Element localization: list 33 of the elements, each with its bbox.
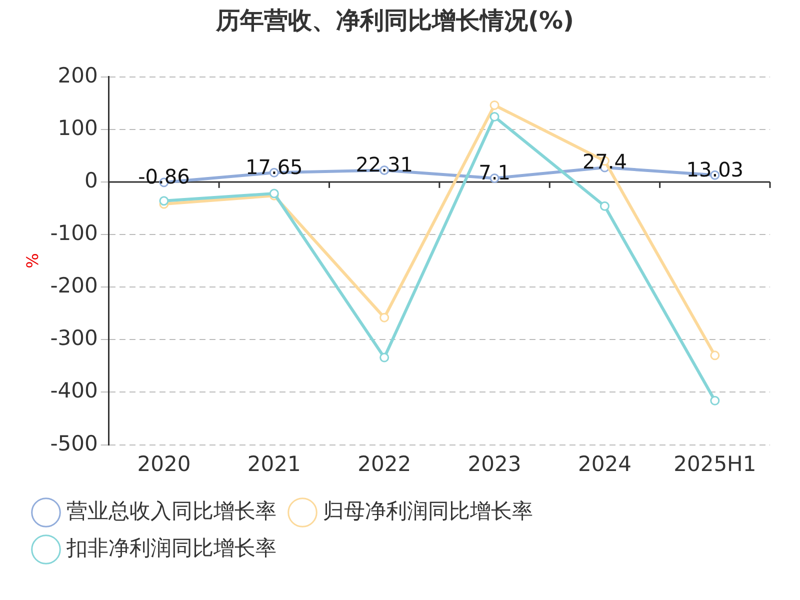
point xyxy=(710,396,720,406)
data-label: 22.31 xyxy=(356,152,413,176)
point xyxy=(710,350,720,360)
y-tick-label: 200 xyxy=(58,63,98,88)
data-label: 13.03 xyxy=(686,157,744,182)
x-tick-label: 2022 xyxy=(358,452,412,476)
y-axis-title: % xyxy=(22,253,42,268)
data-label: 17.65 xyxy=(246,154,303,179)
y-tick-label: -500 xyxy=(50,431,98,456)
point xyxy=(159,196,169,206)
y-tick-label: 0 xyxy=(84,168,98,192)
x-tick-label: 2023 xyxy=(468,452,522,476)
legend-label: 归母净利润同比增长率 xyxy=(323,498,533,523)
point xyxy=(380,312,390,322)
y-tick-label: -300 xyxy=(50,326,98,350)
point xyxy=(490,100,500,110)
data-label: 7.1 xyxy=(478,160,510,184)
x-tick-label: 2024 xyxy=(578,452,632,476)
data-label: -0.86 xyxy=(138,164,190,189)
y-tick-label: 100 xyxy=(58,116,98,140)
x-tick-label: 2025H1 xyxy=(674,452,756,476)
x-tick-label: 2021 xyxy=(247,452,301,476)
point xyxy=(490,112,500,122)
legend-label: 扣非净利润同比增长率 xyxy=(66,536,276,560)
data-label: 27.4 xyxy=(582,150,627,174)
y-tick-label: -100 xyxy=(50,220,98,245)
x-tick-label: 2020 xyxy=(137,452,191,476)
chart-title: 历年营收、净利同比增长情况(%) xyxy=(215,6,574,35)
point xyxy=(380,352,390,362)
y-tick-label: -400 xyxy=(50,378,98,403)
y-tick-label: -200 xyxy=(50,274,98,298)
point xyxy=(600,201,610,211)
legend-label: 营业总收入同比增长率 xyxy=(66,498,276,523)
